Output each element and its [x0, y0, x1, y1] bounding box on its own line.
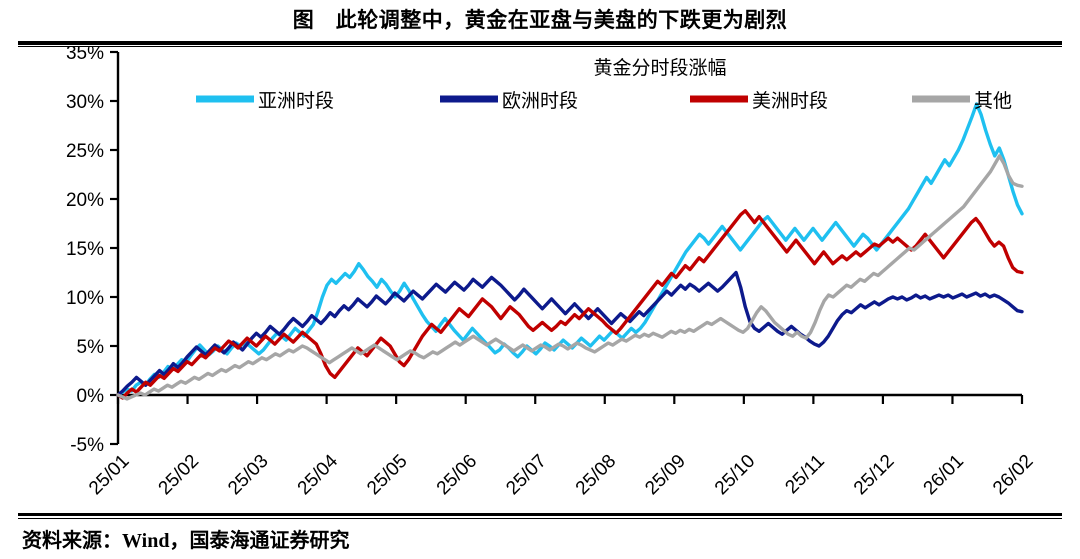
x-axis-tick-label: 25/03	[224, 451, 272, 499]
y-axis-tick-label: -5%	[70, 435, 104, 456]
x-axis-tick-label: 25/09	[641, 451, 689, 499]
x-axis-tick-label: 25/07	[502, 451, 550, 499]
y-axis-tick-label: 25%	[66, 141, 104, 162]
x-axis-tick-label: 25/10	[711, 451, 759, 499]
series-line-other	[116, 154, 1024, 401]
y-axis-tick-label: 30%	[66, 92, 104, 113]
figure-title: 图 此轮调整中，黄金在亚盘与美盘的下跌更为剧烈	[292, 8, 788, 32]
y-axis: -5% 0% 5% 10% 15% 20% 25% 30% 35%	[66, 46, 120, 456]
series-line-asia	[116, 102, 1024, 397]
y-axis-tick-label: 10%	[66, 288, 104, 309]
series-line-america	[116, 209, 1024, 400]
x-axis-tick-label: 25/01	[85, 451, 133, 499]
x-axis-tick-label: 26/02	[989, 451, 1037, 499]
x-axis-tick-label: 25/11	[781, 451, 828, 498]
chart-legend: 亚洲时段 欧洲时段 美洲时段 其他	[196, 90, 1012, 112]
x-axis-tick-label: 25/04	[294, 450, 343, 499]
x-axis-tick-label: 26/01	[920, 451, 968, 499]
line-chart: -5% 0% 5% 10% 15% 20% 25% 30% 35% 25/01 25/02 25/03…	[66, 46, 1038, 499]
source-rule	[18, 513, 1062, 516]
legend-label-asia: 亚洲时段	[258, 90, 334, 112]
x-axis-tick-label: 25/12	[850, 451, 898, 499]
y-axis-tick-label: 35%	[66, 46, 104, 64]
series-group	[116, 102, 1024, 401]
source-rule-inner	[18, 518, 1062, 519]
legend-label-other: 其他	[974, 90, 1012, 112]
series-line-europe	[116, 270, 1024, 397]
legend-label-europe: 欧洲时段	[502, 90, 578, 112]
title-rule-top-inner	[18, 46, 1062, 47]
y-axis-tick-label: 20%	[66, 190, 104, 211]
x-axis-tick-label: 25/06	[433, 451, 481, 499]
title-rule-top	[18, 41, 1062, 45]
y-axis-tick-label: 15%	[66, 239, 104, 260]
y-axis-tick-label: 0%	[77, 386, 105, 407]
figure-source: 资料来源：Wind，国泰海通证券研究	[22, 530, 350, 552]
x-axis-tick-label: 25/02	[155, 451, 203, 499]
y-axis-tick-label: 5%	[77, 337, 105, 358]
legend-label-america: 美洲时段	[752, 90, 828, 112]
chart-inner-title: 黄金分时段涨幅	[593, 57, 726, 79]
x-axis: 25/01 25/02 25/03 25/04 25/05 25/06 25/07 25/08…	[85, 393, 1038, 499]
x-axis-tick-label: 25/08	[572, 451, 620, 499]
x-axis-tick-label: 25/05	[363, 451, 411, 499]
